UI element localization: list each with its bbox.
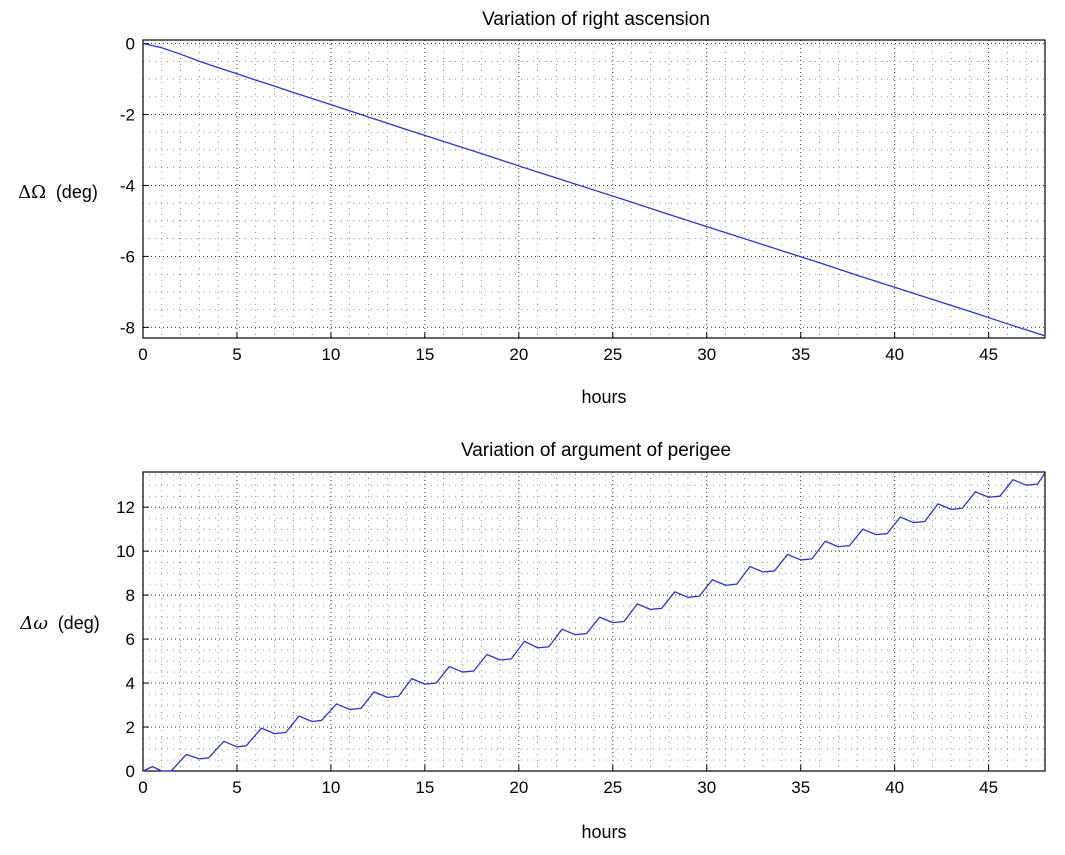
plot-area: 0 5 10 15 20 25 30 35 40 45 0 2 4 6 8 10 12	[116, 471, 1046, 797]
x-tick-label: 20	[509, 345, 528, 364]
x-axis-label: hours	[581, 822, 626, 842]
x-axis-label: hours	[581, 387, 626, 407]
x-tick-label: 25	[603, 778, 622, 797]
y-axis-unit: (deg)	[56, 182, 98, 202]
x-tick-label: 45	[979, 345, 998, 364]
y-axis-symbol: Δω	[19, 613, 48, 634]
y-tick-label: 0	[126, 762, 135, 781]
x-tick-label: 30	[697, 345, 716, 364]
x-tick-label: 5	[232, 778, 241, 797]
y-axis-label: ΔΩ (deg)	[18, 182, 98, 203]
y-tick-label: 12	[116, 498, 135, 517]
x-tick-label: 5	[232, 345, 241, 364]
y-tick-label: 2	[126, 718, 135, 737]
x-tick-label: 15	[415, 345, 434, 364]
plot-frame	[142, 471, 1046, 772]
x-tick-label: 10	[321, 778, 340, 797]
y-tick-label: -6	[120, 247, 135, 266]
x-tick-label: 25	[603, 345, 622, 364]
y-axis-label: Δω (deg)	[19, 613, 99, 634]
chart-title: Variation of right ascension	[482, 9, 710, 30]
chart-right-ascension: Variation of right ascension ΔΩ (deg) ho…	[18, 9, 1046, 407]
x-tick-label: 35	[791, 345, 810, 364]
series-line	[142, 42, 1046, 337]
x-tick-label: 40	[885, 345, 904, 364]
plot-area: 0 5 10 15 20 25 30 35 40 45 0 -2 -4 -6 -8	[120, 35, 1046, 364]
y-tick-label: 4	[126, 674, 135, 693]
y-tick-label: 8	[126, 586, 135, 605]
y-axis-symbol: ΔΩ	[18, 182, 46, 203]
y-tick-label: -2	[120, 106, 135, 125]
y-tick-label: 10	[116, 542, 135, 561]
chart-argument-of-perigee: Variation of argument of perigee Δω (deg…	[19, 440, 1046, 842]
chart-title: Variation of argument of perigee	[461, 440, 731, 461]
x-tick-label: 30	[697, 778, 716, 797]
y-tick-label: 0	[126, 35, 135, 54]
x-tick-label: 0	[138, 778, 147, 797]
x-tick-label: 45	[979, 778, 998, 797]
plot-frame	[142, 39, 1046, 339]
x-tick-label: 10	[321, 345, 340, 364]
x-tick-label: 35	[791, 778, 810, 797]
x-tick-label: 20	[509, 778, 528, 797]
y-axis-unit: (deg)	[58, 613, 100, 633]
y-tick-label: -4	[120, 176, 135, 195]
y-tick-label: 6	[126, 630, 135, 649]
x-tick-label: 40	[885, 778, 904, 797]
y-tick-label: -8	[120, 318, 135, 337]
x-tick-label: 0	[138, 345, 147, 364]
x-tick-label: 15	[415, 778, 434, 797]
series-line	[142, 472, 1046, 772]
